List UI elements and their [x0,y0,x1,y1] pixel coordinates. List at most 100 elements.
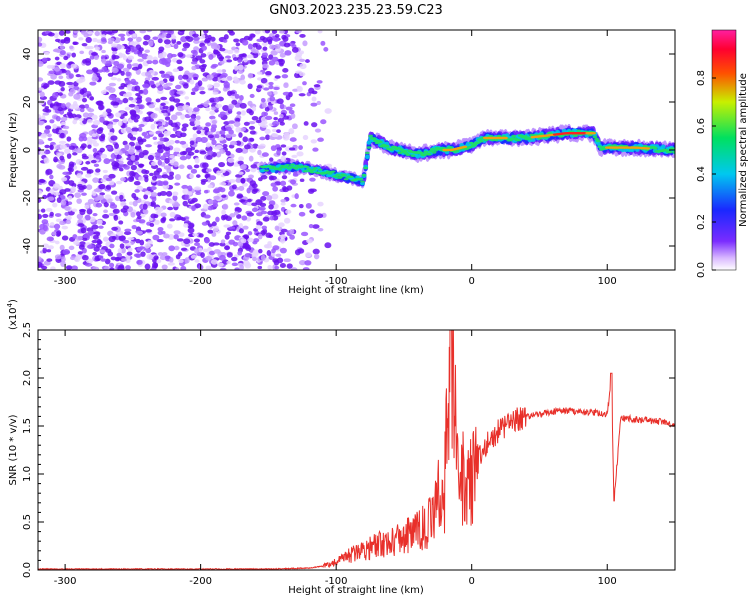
track-blob [317,168,323,171]
noise-dot [193,186,202,191]
noise-dot [302,81,307,86]
noise-dot [317,201,324,207]
noise-dot [87,230,94,236]
track-blob [418,151,424,155]
noise-dot [65,102,72,109]
noise-dot [247,100,253,106]
noise-dot [219,267,227,270]
noise-dot [298,204,304,209]
noise-dot [189,79,195,85]
noise-dot [202,248,209,253]
track-blob [270,165,276,168]
noise-dot [282,68,289,73]
noise-dot [87,108,95,113]
noise-dot [117,248,123,254]
noise-dot [103,209,109,214]
noise-dot [309,209,315,214]
noise-dot [173,230,181,235]
noise-dot [69,104,75,110]
noise-dot [130,110,137,117]
noise-dot [240,163,247,170]
noise-dot [298,93,306,97]
noise-dot [182,42,190,49]
noise-dot [75,74,81,78]
noise-dot [324,108,332,114]
noise-dot [118,160,124,165]
noise-dot [84,104,90,109]
noise-dot [70,63,77,69]
noise-dot [190,254,197,259]
track-blob [527,137,533,141]
noise-dot [235,126,242,133]
noise-dot [96,39,102,44]
noise-dot [62,125,70,130]
noise-dot [233,48,240,54]
noise-dot [257,265,263,270]
noise-dot [96,128,103,135]
noise-dot [38,36,43,43]
noise-dot [111,47,118,52]
noise-dot [140,251,146,257]
noise-dot [168,257,174,263]
noise-dot [236,241,244,247]
noise-dot [130,211,136,218]
noise-dot [268,200,276,206]
noise-dot [320,40,326,46]
noise-dot [111,226,119,231]
spectrogram-x-ticks: -300 -200 -100 0 100 [54,30,617,287]
noise-dot [187,185,193,192]
noise-dot [187,72,194,79]
noise-dot [262,46,268,51]
noise-dot [150,112,158,119]
noise-dot [192,126,197,131]
noise-dot [70,186,77,192]
noise-dot [125,126,132,133]
noise-dot [266,249,272,256]
noise-dot [174,267,180,270]
noise-dot [252,49,259,54]
noise-dot [309,188,317,193]
track-blob [384,144,390,148]
noise-dot [194,242,201,247]
snr-y-tick-label: 0.0 [22,562,33,578]
noise-dot [194,119,201,126]
noise-dot [235,177,242,183]
noise-dot [204,237,211,244]
noise-dot [180,265,187,270]
track-blob [454,149,460,153]
noise-dot [194,85,200,92]
noise-dot [289,103,296,108]
noise-dot [195,55,203,61]
noise-dot [178,164,185,170]
noise-dot [244,144,251,150]
noise-dot [220,77,228,82]
noise-dot [189,140,195,146]
noise-dot [72,119,78,125]
noise-dot [107,40,113,45]
noise-dot [40,208,46,213]
noise-dot [122,140,128,146]
noise-dot [89,81,97,86]
noise-dot [291,47,299,53]
noise-dot [157,252,164,256]
noise-dot [167,175,174,180]
noise-dot [296,151,304,157]
noise-dot [190,146,196,151]
noise-dot [41,219,49,225]
noise-dot [181,126,187,132]
noise-dot [221,194,227,198]
noise-dot [82,59,88,64]
noise-dot [183,238,191,245]
noise-dot [195,136,203,143]
noise-dot [161,109,168,114]
snr-x-tick-label: 100 [598,576,617,587]
noise-dot [273,86,280,91]
noise-dot [164,157,170,164]
noise-dot [313,84,321,88]
noise-dot [53,101,60,107]
noise-dot [137,53,144,57]
noise-dot [98,225,104,229]
noise-dot [39,149,47,156]
noise-dot [235,147,243,153]
noise-dot [102,236,109,242]
